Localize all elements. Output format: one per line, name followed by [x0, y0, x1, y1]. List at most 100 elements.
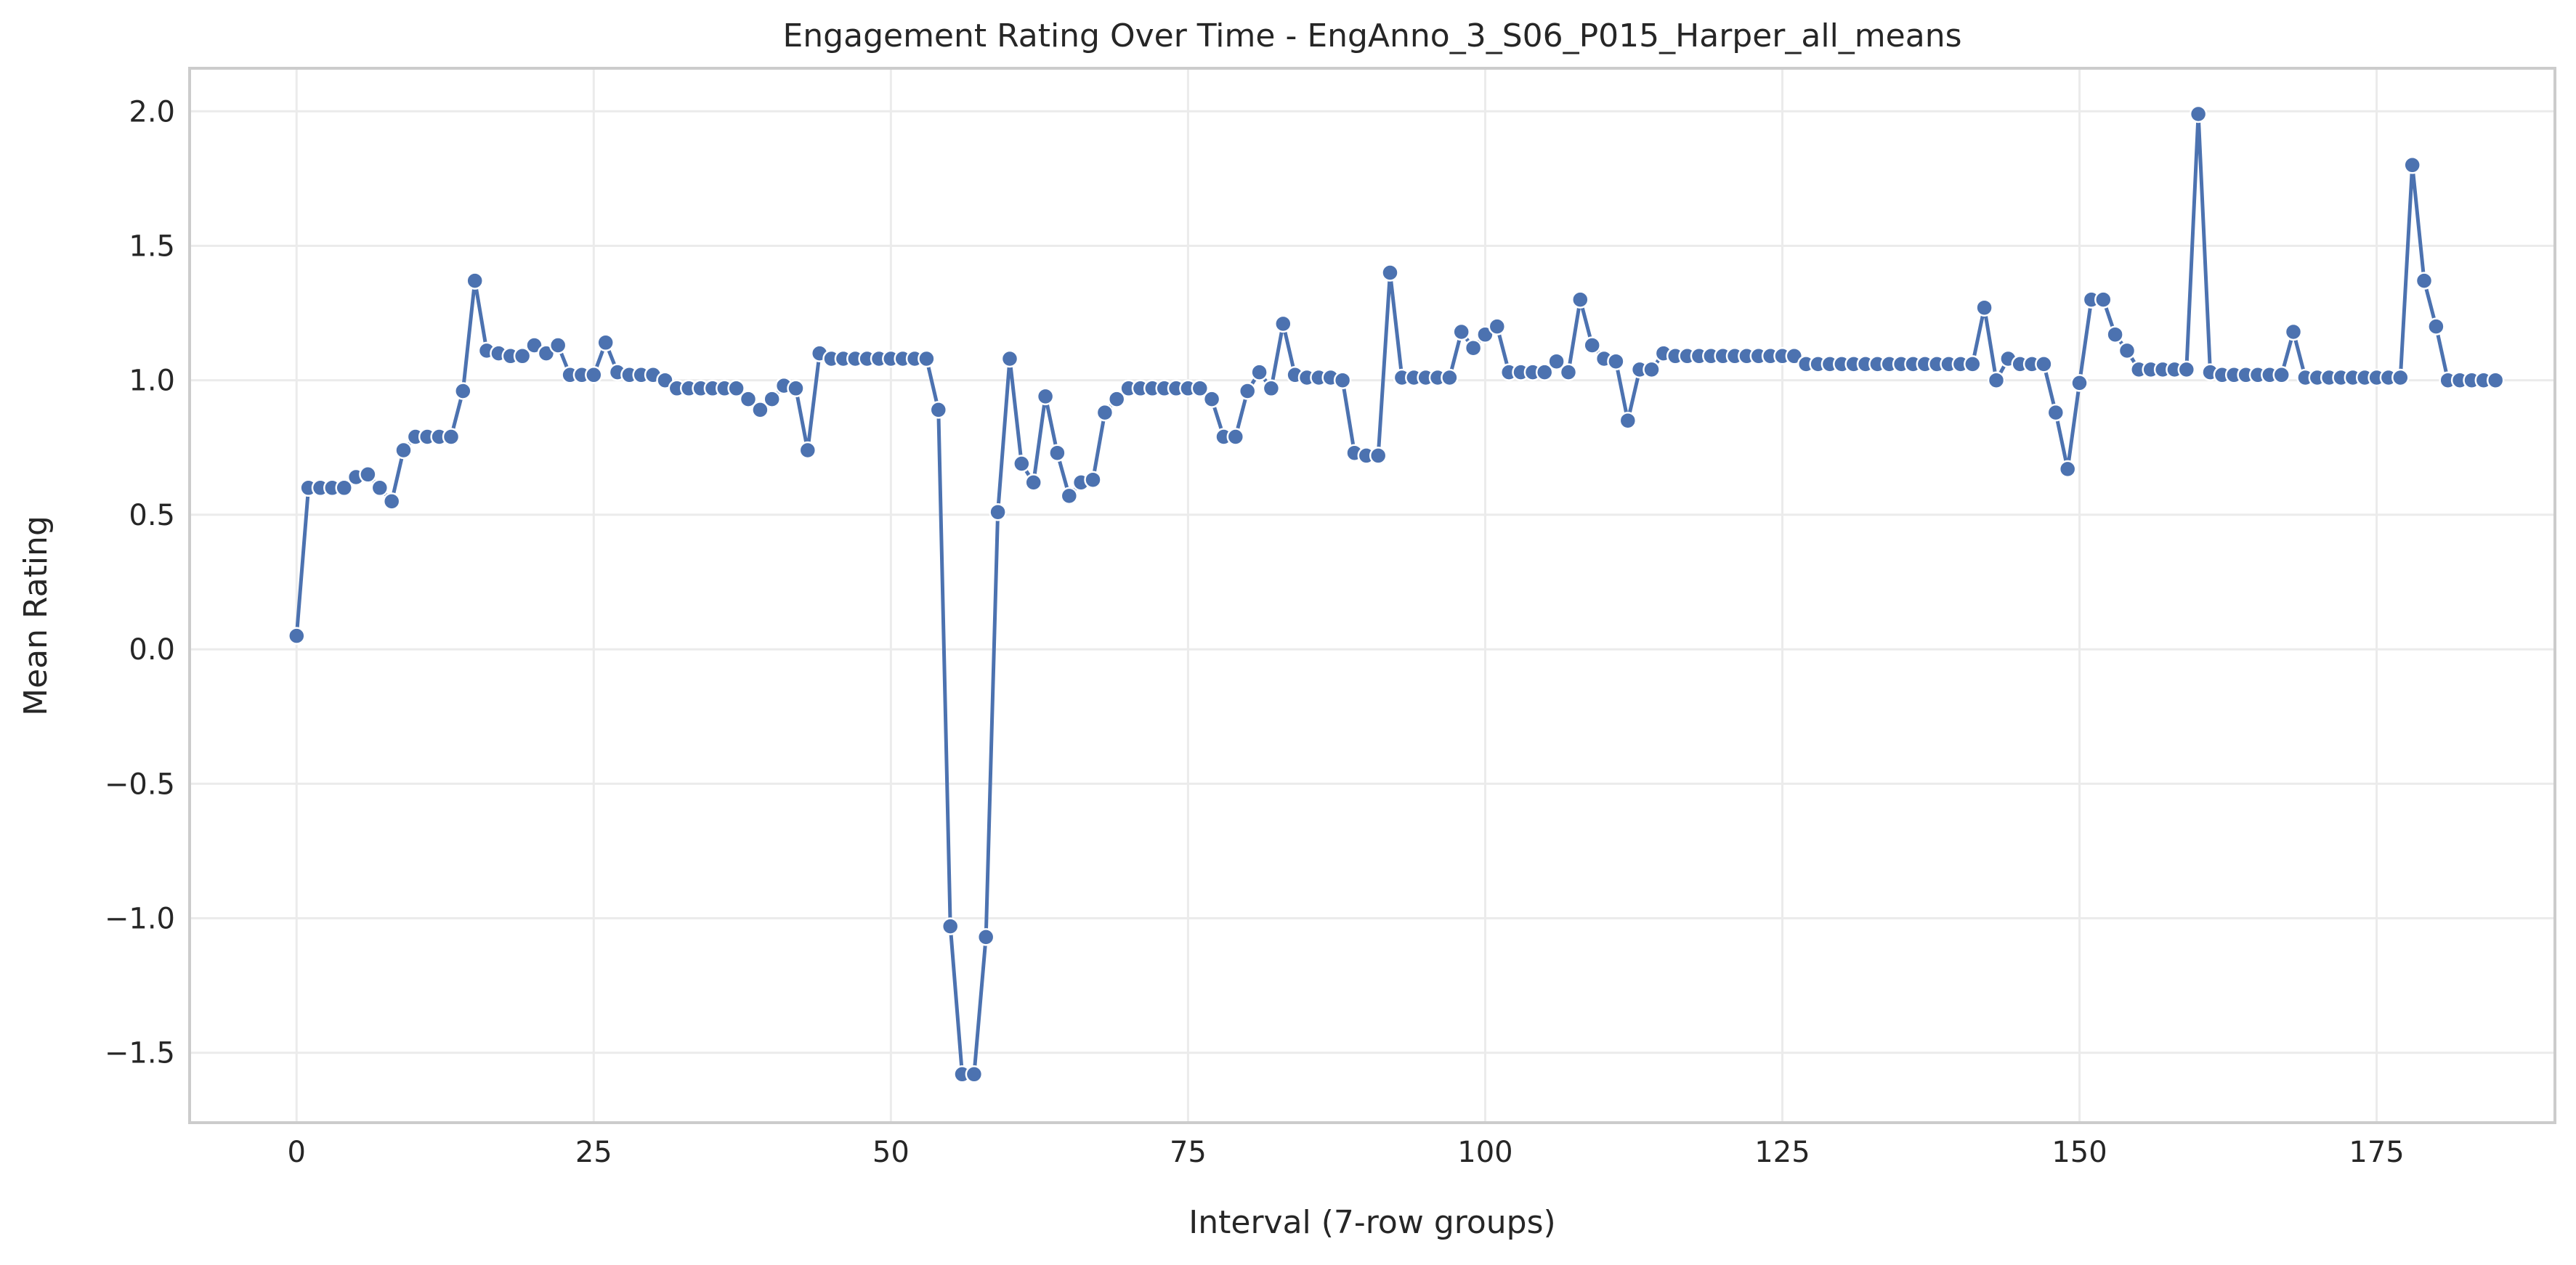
data-point	[1036, 387, 1055, 406]
y-tick-label: −0.5	[105, 768, 175, 801]
data-point	[787, 379, 805, 398]
data-point	[1559, 363, 1578, 381]
y-tick-label: 0.0	[129, 633, 175, 667]
data-point	[929, 401, 948, 419]
data-point	[763, 390, 781, 408]
data-point	[1571, 290, 1589, 309]
data-point	[1084, 471, 1102, 489]
y-axis-label: Mean Rating	[17, 516, 54, 716]
data-point	[394, 441, 413, 460]
data-point	[1381, 264, 1399, 282]
data-point	[1785, 347, 1804, 365]
data-point	[2272, 366, 2291, 384]
data-point	[359, 465, 377, 484]
plot-frame	[188, 67, 2556, 1124]
data-point	[1095, 403, 1114, 422]
data-point	[513, 347, 532, 365]
data-point	[1583, 336, 1601, 354]
data-point	[2415, 272, 2434, 290]
data-point	[1226, 428, 1245, 446]
data-point	[442, 428, 461, 446]
data-point	[2118, 341, 2136, 360]
data-point	[2046, 403, 2065, 422]
data-point	[2427, 317, 2445, 335]
data-point	[1619, 411, 1637, 430]
data-point	[548, 336, 567, 354]
data-point	[1476, 325, 1494, 343]
x-tick-label: 125	[1754, 1136, 1810, 1169]
data-point	[2106, 325, 2124, 343]
data-point	[2403, 156, 2421, 174]
data-point	[1333, 371, 1352, 389]
data-point	[739, 390, 758, 408]
data-point	[976, 928, 995, 946]
data-point	[1013, 455, 1031, 473]
data-point	[1975, 298, 1993, 317]
data-point	[382, 492, 401, 511]
data-point	[1107, 390, 1126, 408]
x-tick-label: 150	[2052, 1136, 2107, 1169]
data-point	[2391, 368, 2410, 387]
data-point	[1250, 363, 1268, 381]
data-point	[585, 366, 603, 384]
y-tick-label: 0.5	[129, 499, 175, 532]
data-point	[1202, 390, 1221, 408]
data-point	[1535, 363, 1554, 381]
x-tick-label: 50	[872, 1136, 910, 1169]
data-point	[918, 349, 936, 368]
data-point	[1452, 322, 1470, 341]
data-point	[1464, 338, 1483, 357]
x-tick-label: 0	[288, 1136, 306, 1169]
data-point	[1262, 379, 1281, 398]
x-tick-label: 100	[1457, 1136, 1512, 1169]
x-tick-label: 25	[575, 1136, 612, 1169]
data-point	[2177, 360, 2196, 379]
data-point	[1000, 349, 1019, 368]
data-point	[454, 382, 472, 400]
data-point	[2070, 374, 2089, 392]
data-point	[1607, 352, 1625, 370]
data-point	[1369, 447, 1388, 465]
data-point	[1488, 317, 1507, 335]
chart-title: Engagement Rating Over Time - EngAnno_3_…	[782, 17, 1961, 54]
data-point	[1441, 368, 1459, 387]
data-point	[2058, 460, 2077, 479]
data-point	[596, 333, 615, 352]
x-tick-label: 175	[2349, 1136, 2404, 1169]
data-point	[466, 272, 484, 290]
data-point	[1060, 487, 1079, 505]
data-point	[1191, 379, 1210, 398]
data-point	[370, 479, 389, 497]
series	[288, 105, 2505, 1083]
data-point	[2189, 105, 2208, 123]
data-point	[1987, 371, 2006, 389]
data-point	[1547, 352, 1566, 370]
y-tick-label: 1.5	[129, 229, 175, 263]
data-point	[2035, 355, 2053, 373]
data-point	[1274, 314, 1292, 333]
y-tick-label: 1.0	[129, 365, 175, 398]
data-point	[1238, 382, 1257, 400]
data-point	[335, 479, 353, 497]
y-tick-label: −1.0	[105, 902, 175, 935]
ticks: 0 25 50 75 100 125 150 175 2.0 1.5 1.0 0.5 0.0 −0.5 −1…	[105, 95, 2405, 1169]
y-tick-label: 2.0	[129, 95, 175, 129]
data-point	[2486, 371, 2505, 389]
data-point	[727, 379, 745, 398]
data-point	[1048, 444, 1066, 462]
data-point	[288, 627, 306, 645]
data-point	[965, 1065, 984, 1083]
data-point	[798, 441, 817, 460]
data-point	[1643, 360, 1661, 379]
data-point	[751, 401, 769, 419]
x-axis-label: Interval (7-row groups)	[1188, 1204, 1555, 1241]
data-point	[989, 503, 1007, 521]
y-tick-label: −1.5	[105, 1037, 175, 1070]
x-tick-label: 75	[1170, 1136, 1207, 1169]
data-point	[525, 336, 543, 354]
data-point	[2284, 322, 2303, 341]
data-point	[2094, 290, 2113, 309]
data-point	[1024, 473, 1042, 492]
